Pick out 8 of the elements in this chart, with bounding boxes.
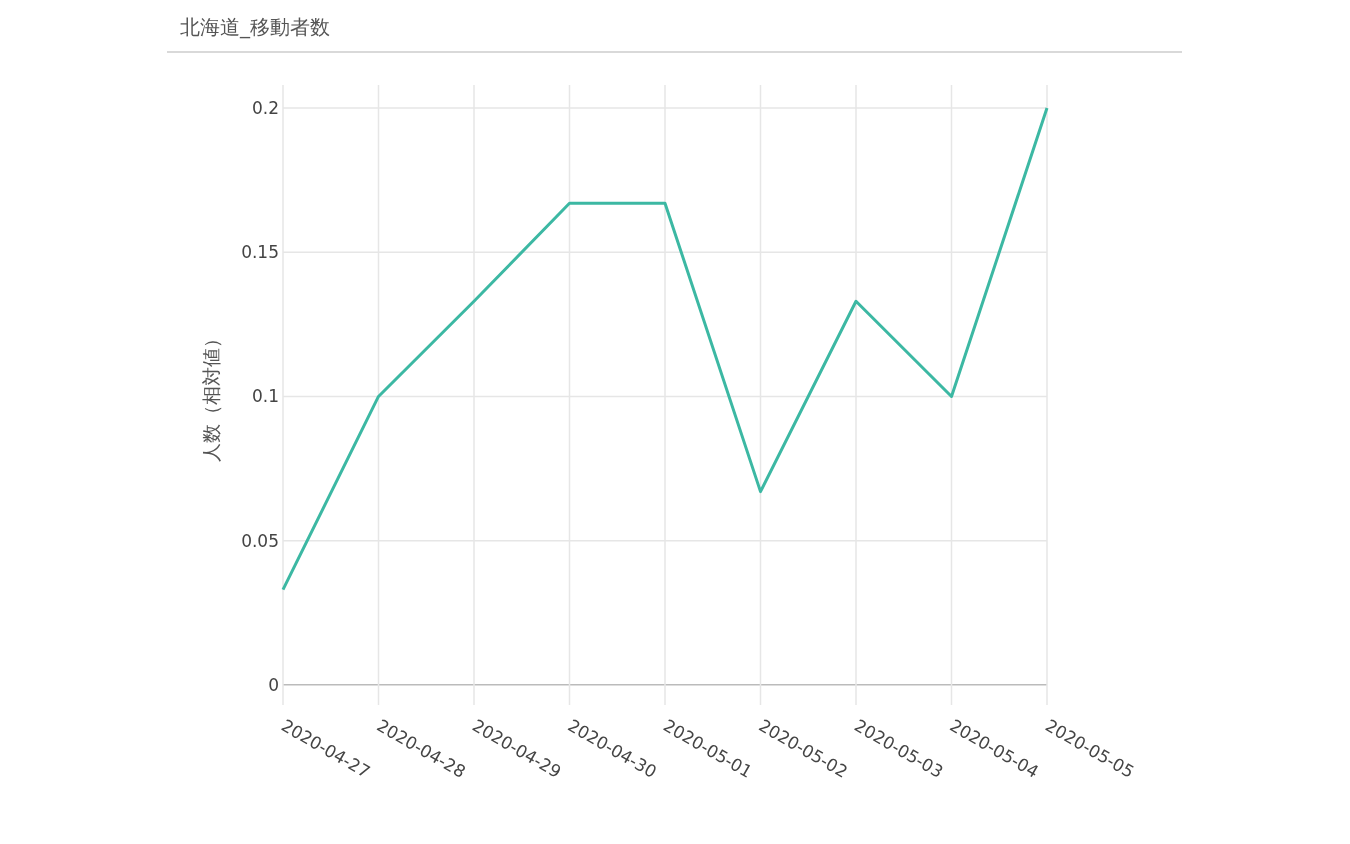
y-tick-label: 0.15 (241, 242, 279, 263)
y-tick-label: 0.05 (241, 530, 279, 551)
line-series (281, 106, 1049, 592)
y-tick-label: 0.2 (251, 98, 279, 119)
y-axis-title: 人数（相対値） (200, 328, 222, 462)
chart-title: 北海道_移動者数 (180, 15, 330, 39)
y-tick-label: 0.1 (251, 386, 279, 407)
y-tick-label: 0 (268, 674, 279, 695)
